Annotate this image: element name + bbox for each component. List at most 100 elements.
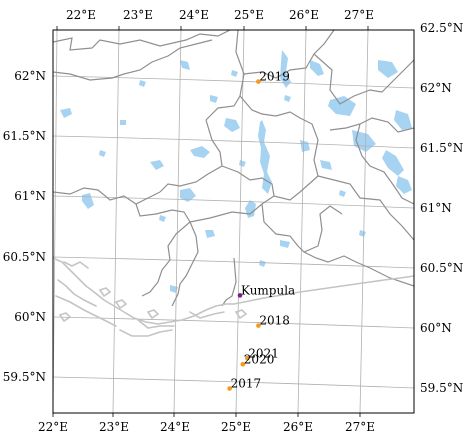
point-label: 2021 xyxy=(248,346,279,360)
lake-south-2 xyxy=(280,240,290,248)
lake-saimaa-2 xyxy=(396,176,412,194)
lake-center-1 xyxy=(300,140,310,152)
coast-archipelago-3 xyxy=(119,329,173,337)
lake-pyhajarvi xyxy=(180,188,196,202)
lon-label-top: 25°E xyxy=(234,8,264,22)
border-north-west xyxy=(53,30,231,51)
border-south-4 xyxy=(171,221,199,307)
lake-vesijarvi xyxy=(224,118,240,132)
lake-east-1 xyxy=(328,96,356,116)
border-west-1 xyxy=(53,187,161,205)
parallel-62 xyxy=(53,75,414,89)
coast-archipelago-5 xyxy=(189,311,225,319)
border-central-1 xyxy=(239,95,319,177)
meridian-23 xyxy=(112,30,120,413)
coast-mainland xyxy=(53,257,414,325)
lon-label-bottom: 24°E xyxy=(160,420,190,434)
lake-east-3 xyxy=(378,60,398,78)
border-central-3 xyxy=(221,165,275,197)
lake-paijanne xyxy=(258,120,272,194)
lake-center-3 xyxy=(210,95,218,103)
map-frame xyxy=(52,29,415,414)
point-marker xyxy=(245,356,250,361)
lat-label-right: 60°N xyxy=(420,321,452,335)
point-marker xyxy=(227,386,232,391)
lon-label-bottom: 23°E xyxy=(99,420,129,434)
coast-island-3 xyxy=(146,309,160,320)
border-central-2 xyxy=(159,119,223,193)
border-east-2 xyxy=(355,123,414,205)
border-north-4 xyxy=(313,53,414,105)
lon-label-bottom: 22°E xyxy=(38,420,68,434)
lake-north-2 xyxy=(310,60,324,76)
lake-nasijarvi xyxy=(190,146,210,158)
lat-label-left: 60.5°N xyxy=(3,250,46,264)
lake-small-3 xyxy=(239,160,246,167)
lat-label-right: 62°N xyxy=(420,81,452,95)
frame-ticks xyxy=(52,26,369,417)
point-label: 2018 xyxy=(259,314,290,328)
coast-island-2 xyxy=(114,299,128,310)
lake-small-4 xyxy=(284,95,291,102)
lat-label-left: 61.5°N xyxy=(3,129,46,143)
parallel-61-5 xyxy=(53,135,414,149)
lon-labels-top: 22°E 23°E 24°E 25°E 26°E 27°E xyxy=(66,8,374,22)
lat-labels-right: 62.5°N 62°N 61.5°N 61°N 60.5°N 60°N 59.5… xyxy=(420,21,463,395)
coast-archipelago-1 xyxy=(57,279,97,307)
lat-label-right: 59.5°N xyxy=(420,381,463,395)
lake-saimaa-1 xyxy=(382,150,404,176)
lat-label-right: 60.5°N xyxy=(420,261,463,275)
lat-label-right: 62.5°N xyxy=(420,21,463,35)
lon-label-top: 23°E xyxy=(123,8,153,22)
lake-small-1 xyxy=(120,120,126,125)
point-marker xyxy=(256,323,261,328)
lake-small-6 xyxy=(359,230,366,237)
lon-label-bottom: 25°E xyxy=(221,420,251,434)
parallel-61 xyxy=(53,195,414,209)
lake-northwest xyxy=(60,108,72,118)
border-east-1 xyxy=(329,117,414,133)
meridian-22 xyxy=(53,30,58,413)
lon-label-bottom: 26°E xyxy=(283,420,313,434)
lon-label-bottom: 27°E xyxy=(345,420,375,434)
meridian-25 xyxy=(235,30,245,413)
coast-island-4 xyxy=(234,309,248,320)
lake-small-9 xyxy=(231,70,238,77)
meridian-26 xyxy=(297,30,307,413)
parallel-59-5 xyxy=(53,376,414,389)
lake-small-5 xyxy=(339,190,346,197)
lon-label-top: 24°E xyxy=(179,8,209,22)
lake-east-4 xyxy=(394,110,412,130)
border-north-3 xyxy=(243,30,335,79)
coast-archipelago-4 xyxy=(137,319,175,329)
graticule xyxy=(53,30,414,413)
lake-small-2 xyxy=(139,80,146,87)
lake-keitele xyxy=(280,50,291,88)
lat-labels-left: 62°N 61.5°N 61°N 60.5°N 60°N 59.5°N xyxy=(3,69,46,384)
lake-center-2 xyxy=(320,160,332,170)
coast-archipelago-2 xyxy=(55,295,117,327)
meridian-24 xyxy=(173,30,182,413)
lon-labels-bottom: 22°E 23°E 24°E 25°E 26°E 27°E xyxy=(38,420,375,434)
lat-label-right: 61°N xyxy=(420,201,452,215)
lon-label-top: 27°E xyxy=(344,8,374,22)
lake-small-7 xyxy=(99,150,106,157)
coast-island-5 xyxy=(58,312,72,323)
lake-lammi xyxy=(150,160,164,170)
point-label: Kumpula xyxy=(241,283,295,297)
lat-label-left: 62°N xyxy=(14,69,46,83)
lat-label-left: 61°N xyxy=(14,189,46,203)
lon-label-top: 22°E xyxy=(66,8,96,22)
border-south-3 xyxy=(317,175,414,241)
point-marker xyxy=(237,293,243,298)
point-marker xyxy=(255,79,261,84)
coast-archipelago-6 xyxy=(63,261,89,269)
lake-south-1 xyxy=(205,230,215,238)
border-north-1 xyxy=(53,39,213,81)
coast-island-1 xyxy=(98,287,112,298)
lake-north-1 xyxy=(180,60,190,70)
point-label: 2020 xyxy=(244,352,275,366)
